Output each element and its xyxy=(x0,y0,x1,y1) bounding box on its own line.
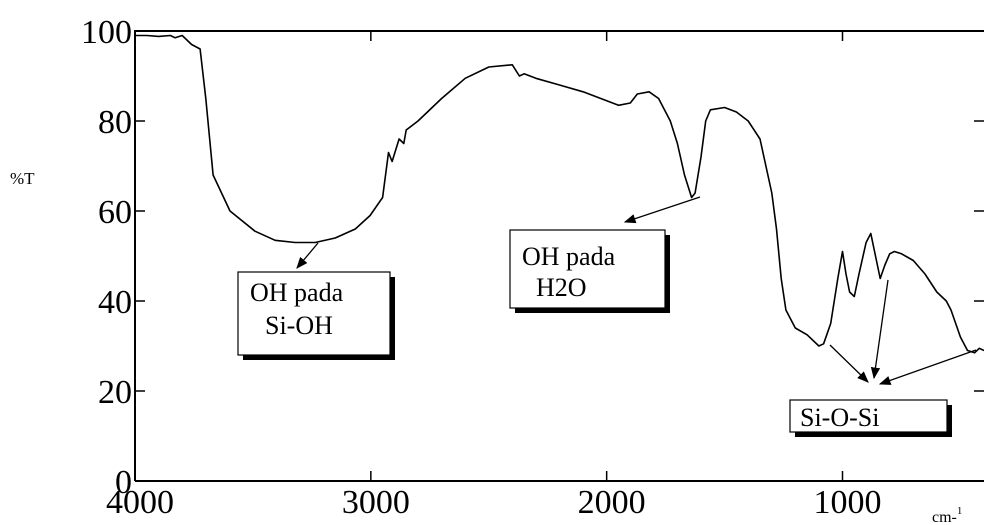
y-tick-label: 40 xyxy=(98,284,132,321)
y-axis-label: %T xyxy=(10,169,35,188)
annotation-text: OH pada xyxy=(250,278,344,307)
y-tick-label: 80 xyxy=(98,104,132,141)
x-tick-label: 4000 xyxy=(106,484,174,521)
annotation-text: Si-O-Si xyxy=(800,403,879,432)
annotation-arrow xyxy=(625,197,700,222)
y-tick-label: 60 xyxy=(98,194,132,231)
y-tick-label: 20 xyxy=(98,374,132,411)
x-axis-label-sup: 1 xyxy=(957,505,963,517)
annotation-arrow xyxy=(830,345,868,382)
x-axis-label-main: cm- xyxy=(932,509,957,525)
annotation-arrow xyxy=(297,243,318,268)
x-axis-label: cm-1 xyxy=(932,505,962,525)
x-tick-label: 1000 xyxy=(814,484,882,521)
annotation-arrow xyxy=(874,280,888,378)
annotation-text: Si-OH xyxy=(265,311,333,340)
annotation-arrow xyxy=(880,350,976,384)
x-tick-label: 3000 xyxy=(342,484,410,521)
y-tick-label: 100 xyxy=(81,14,132,51)
annotation-text: OH pada xyxy=(522,242,616,271)
x-tick-label: 2000 xyxy=(578,484,646,521)
chart: %T cm-1 0204060801004000300020001000OH p… xyxy=(0,0,984,525)
annotation-text: H2O xyxy=(536,273,587,302)
